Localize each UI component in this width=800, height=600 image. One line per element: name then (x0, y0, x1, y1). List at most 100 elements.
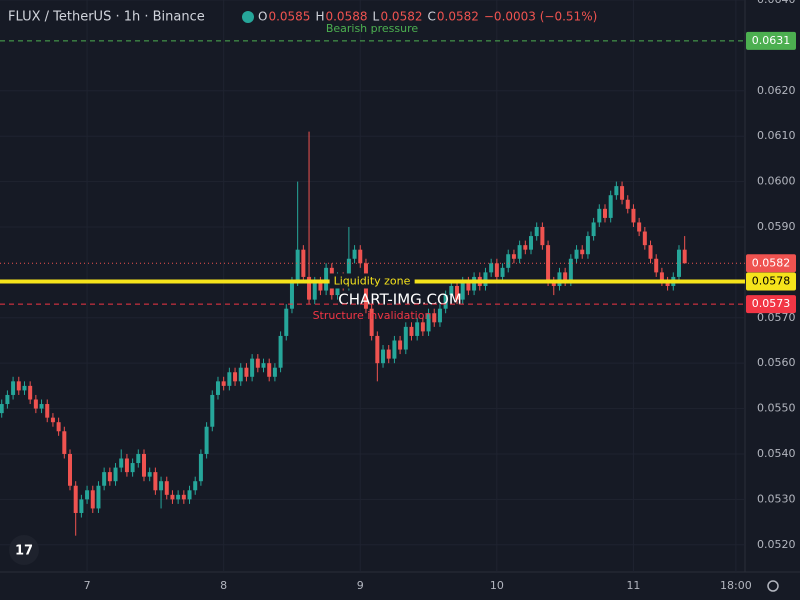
candle-body (574, 249, 579, 259)
candle-body (659, 272, 664, 282)
candle-body (500, 267, 505, 277)
candle-body (460, 281, 465, 300)
candle-body (130, 463, 135, 473)
candle-body (386, 349, 391, 359)
candle-body (85, 490, 90, 500)
price-tag (746, 254, 796, 273)
candle-body (107, 472, 112, 482)
candle-body (124, 458, 129, 473)
settings-icon[interactable] (767, 580, 779, 592)
candle-body (50, 417, 55, 423)
candle-body (625, 199, 630, 209)
y-tick-label: 0.0520 (757, 538, 796, 551)
candle-body (284, 308, 289, 336)
candle-body (136, 453, 141, 464)
candle-body (159, 481, 164, 491)
candle-body (11, 381, 16, 395)
candle-body (324, 267, 329, 291)
x-tick-label: 8 (220, 579, 227, 592)
legend-key: C (427, 10, 435, 24)
y-tick-label: 0.0560 (757, 356, 796, 369)
legend-value: 0.0588 (325, 10, 367, 24)
symbol: FLUX / TetherUS · 1h · Binance (8, 10, 205, 25)
candle-body (16, 381, 21, 391)
candle-body (90, 490, 95, 509)
candle-body (580, 249, 585, 255)
candle-body (523, 245, 528, 250)
candle-body (289, 281, 294, 309)
candle-body (272, 367, 277, 377)
candle-body (215, 381, 220, 395)
candle-body (631, 208, 636, 223)
candle-body (432, 313, 437, 323)
y-tick-label: 0.0550 (757, 402, 796, 415)
candle-body (295, 249, 300, 282)
candle-body (472, 276, 477, 291)
y-tick-label: 0.0540 (757, 447, 796, 460)
candle-body (597, 208, 602, 223)
candle-body (181, 494, 186, 500)
candle-body (113, 467, 118, 482)
candle-body (318, 281, 323, 291)
candle-body (506, 254, 511, 268)
watermark: CHART-IMG.COM (338, 291, 462, 309)
candle-body (22, 385, 27, 391)
candle-body (233, 372, 238, 382)
candle-body (176, 494, 181, 500)
candle-body (466, 281, 471, 291)
candle-body (73, 485, 78, 513)
level-label-bg (329, 273, 415, 289)
candle-body (676, 249, 681, 277)
legend-key: L (372, 10, 379, 24)
candle-body (198, 453, 203, 482)
candle-body (170, 494, 175, 500)
candle-body (392, 340, 397, 359)
candle-body (665, 281, 670, 286)
legend-value: 0.0582 (437, 10, 479, 24)
candle-body (119, 458, 124, 468)
candle-body (557, 272, 562, 286)
candle-body (437, 308, 442, 323)
candle-body (409, 326, 414, 336)
candle-body (68, 453, 73, 486)
candle-body (255, 358, 260, 368)
candle-body (62, 431, 67, 454)
candle-body (529, 236, 534, 250)
candle-body (449, 286, 454, 296)
price-tag (746, 295, 796, 314)
candle-body (585, 236, 590, 255)
level-label: Bearish pressure (326, 22, 419, 35)
price-tag (746, 31, 796, 50)
candle-body (96, 485, 101, 509)
candle-body (540, 226, 545, 246)
candle-body (221, 381, 226, 386)
candle-body (56, 422, 61, 432)
y-tick-label: 0.0640 (757, 0, 796, 6)
candle-body (153, 472, 158, 491)
candle-body (0, 404, 4, 414)
candle-body (455, 286, 460, 300)
candle-body (494, 263, 499, 277)
level-label: Structure invalidation (313, 309, 432, 322)
y-tick-label: 0.0620 (757, 84, 796, 97)
candle-body (614, 186, 619, 196)
candle-body (608, 195, 613, 218)
x-tick-label: 11 (626, 579, 640, 592)
status-dot (242, 11, 254, 23)
candle-body (244, 367, 249, 377)
candle-body (45, 404, 50, 418)
candle-body (654, 258, 659, 273)
plot (0, 0, 745, 572)
legend-change: −0.0003 (−0.51%) (484, 10, 597, 24)
svg-text:17: 17 (15, 544, 33, 559)
candle-body (28, 385, 33, 400)
level-label: Liquidity zone (334, 274, 411, 287)
candle-body (620, 186, 625, 200)
candle-body (352, 249, 357, 259)
candle-body (346, 258, 351, 286)
candle-body (602, 208, 607, 218)
price-tag (746, 272, 796, 291)
candle-body (250, 358, 255, 377)
